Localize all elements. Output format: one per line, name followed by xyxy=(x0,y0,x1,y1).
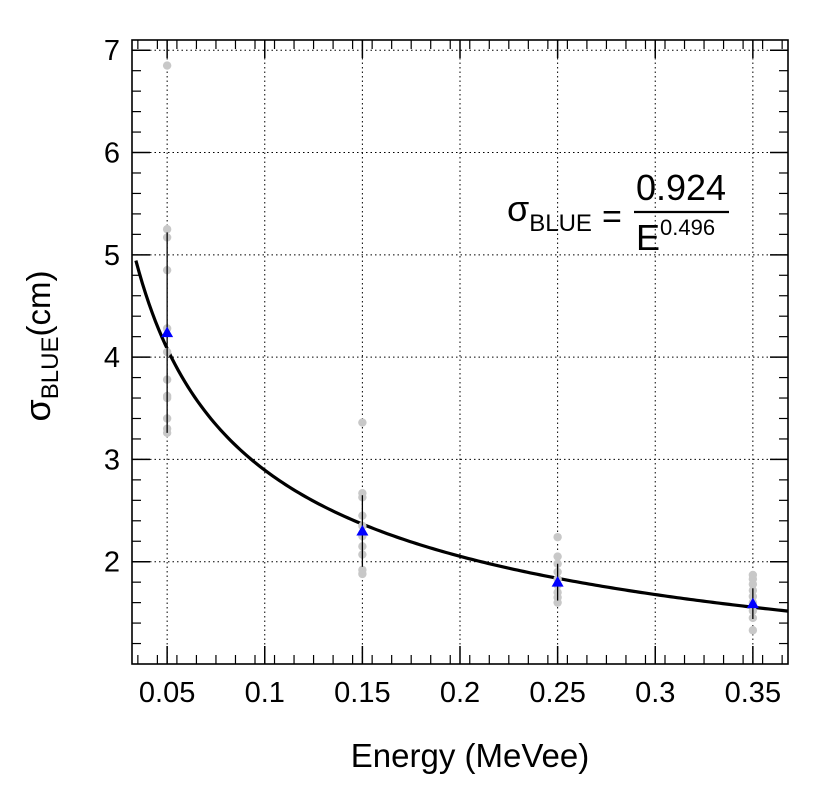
data-points-group xyxy=(162,61,758,635)
x-tick-label: 0.05 xyxy=(139,677,195,709)
x-tick-labels: 0.05 0.1 0.15 0.2 0.25 0.3 0.35 xyxy=(139,677,781,709)
grid-lines xyxy=(132,40,788,664)
fit-equation-denominator-base: E xyxy=(636,217,660,258)
data-point xyxy=(358,569,367,579)
fit-equation-numerator: 0.924 xyxy=(636,167,726,208)
x-tick-label: 0.1 xyxy=(245,677,285,709)
fit-curve xyxy=(134,260,789,613)
y-tick-label: 6 xyxy=(104,138,120,170)
y-tick-label: 7 xyxy=(104,35,120,67)
y-tick-label: 4 xyxy=(104,342,120,374)
fit-equation-symbol: σ xyxy=(507,188,529,229)
fit-equation-exponent: 0.496 xyxy=(660,215,715,240)
y-axis-title-unit: (cm) xyxy=(20,271,57,337)
data-point xyxy=(553,552,562,561)
data-point xyxy=(358,418,367,427)
data-point xyxy=(162,61,172,70)
fit-equation-denominator: E0.496 xyxy=(636,215,715,258)
y-axis-title: σBLUE(cm) xyxy=(17,271,64,422)
data-point xyxy=(162,225,172,234)
data-point xyxy=(553,532,562,542)
y-tick-label: 2 xyxy=(104,547,120,579)
x-tick-label: 0.35 xyxy=(725,677,781,709)
mean-marker xyxy=(161,326,174,338)
fit-equation-subscript: BLUE xyxy=(529,210,592,237)
data-point xyxy=(553,598,562,607)
mean-marker xyxy=(356,525,369,536)
fit-equation-equals: = xyxy=(602,198,622,236)
fit-equation-lhs: σBLUE xyxy=(507,188,592,237)
y-axis-title-symbol: σ xyxy=(17,399,58,421)
axis-ticks xyxy=(132,40,788,664)
x-tick-label: 0.15 xyxy=(334,677,390,709)
y-tick-labels: 2 3 4 5 6 7 xyxy=(104,35,120,578)
data-point xyxy=(748,626,758,635)
y-tick-label: 5 xyxy=(104,240,120,272)
x-axis-title: Energy (MeVee) xyxy=(351,737,589,774)
data-point xyxy=(748,580,758,589)
mean-marker xyxy=(746,597,759,609)
x-tick-label: 0.25 xyxy=(529,677,585,709)
y-tick-label: 3 xyxy=(104,444,120,476)
fit-curve-group xyxy=(134,260,789,613)
mean-markers-group xyxy=(161,232,759,619)
y-axis-title-subscript: BLUE xyxy=(37,337,64,400)
fit-equation: σBLUE = 0.924 E0.496 xyxy=(507,167,729,258)
mean-marker xyxy=(551,576,564,587)
x-tick-label: 0.3 xyxy=(635,677,675,709)
x-tick-label: 0.2 xyxy=(440,677,480,709)
